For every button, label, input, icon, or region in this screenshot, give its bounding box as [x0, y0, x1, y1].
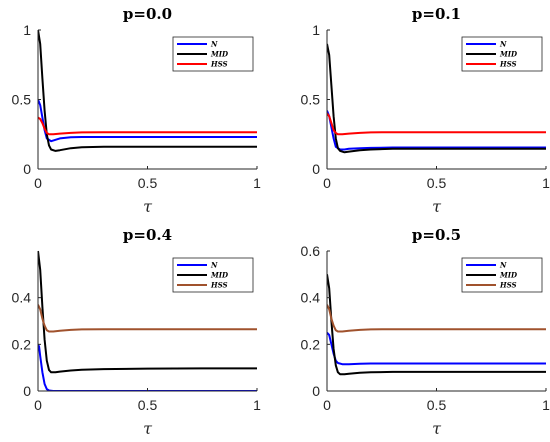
series-line-hss	[38, 304, 257, 333]
x-tick-label: 1	[253, 397, 261, 413]
series-line-mid	[38, 29, 257, 152]
subplot-title: p=0.4	[123, 226, 172, 244]
series-line-n	[38, 99, 257, 143]
x-tick-label: 0	[323, 175, 331, 191]
legend-label: MID	[210, 50, 229, 59]
x-tick-label: 0.5	[138, 397, 158, 413]
y-tick-label: 0.4	[12, 290, 32, 306]
y-tick-label: 0	[23, 383, 31, 399]
subplot-title: p=0.5	[412, 226, 461, 244]
x-tick-label: 1	[253, 175, 261, 191]
x-axis-label: τ	[432, 197, 442, 216]
x-tick-label: 0.5	[427, 175, 447, 191]
x-tick-label: 0.5	[138, 175, 158, 191]
x-tick-label: 0.5	[427, 397, 447, 413]
legend-label: N	[210, 40, 218, 49]
legend-label: HSS	[499, 281, 517, 290]
legend-label: MID	[210, 271, 229, 280]
y-tick-label: 0.5	[12, 92, 32, 108]
x-tick-label: 0	[34, 397, 42, 413]
subplot-title: p=0.0	[123, 5, 172, 23]
x-tick-label: 0	[323, 397, 331, 413]
y-tick-label: 1	[23, 22, 31, 38]
y-tick-label: 0.2	[301, 336, 321, 352]
legend-label: N	[499, 261, 507, 270]
series-group	[327, 274, 546, 376]
y-tick-label: 0.2	[12, 336, 32, 352]
x-tick-label: 1	[542, 175, 550, 191]
y-tick-label: 0	[23, 161, 31, 177]
legend-label: HSS	[210, 281, 228, 290]
y-tick-label: 1	[312, 22, 320, 38]
series-line-hss	[327, 112, 546, 136]
series-line-hss	[38, 116, 257, 136]
x-axis-label: τ	[143, 197, 153, 216]
legend-label: HSS	[499, 60, 517, 69]
subplot-title: p=0.1	[412, 5, 461, 23]
y-tick-label: 0.5	[301, 92, 321, 108]
x-axis-label: τ	[143, 419, 153, 438]
x-tick-label: 0	[34, 175, 42, 191]
series-line-mid	[327, 274, 546, 376]
legend-label: N	[499, 40, 507, 49]
series-group	[38, 29, 257, 152]
y-tick-label: 0	[312, 383, 320, 399]
series-group	[327, 43, 546, 154]
series-line-mid	[327, 43, 546, 154]
x-axis-label: τ	[432, 419, 442, 438]
y-tick-label: 0.4	[301, 290, 321, 306]
y-tick-label: 0	[312, 161, 320, 177]
legend-label: N	[210, 261, 218, 270]
legend-label: MID	[499, 50, 518, 59]
x-tick-label: 1	[542, 397, 550, 413]
legend-label: HSS	[210, 60, 228, 69]
y-tick-label: 0.6	[301, 243, 321, 259]
series-line-n	[327, 110, 546, 151]
series-line-hss	[327, 304, 546, 333]
series-line-n	[327, 332, 546, 366]
legend-label: MID	[499, 271, 518, 280]
